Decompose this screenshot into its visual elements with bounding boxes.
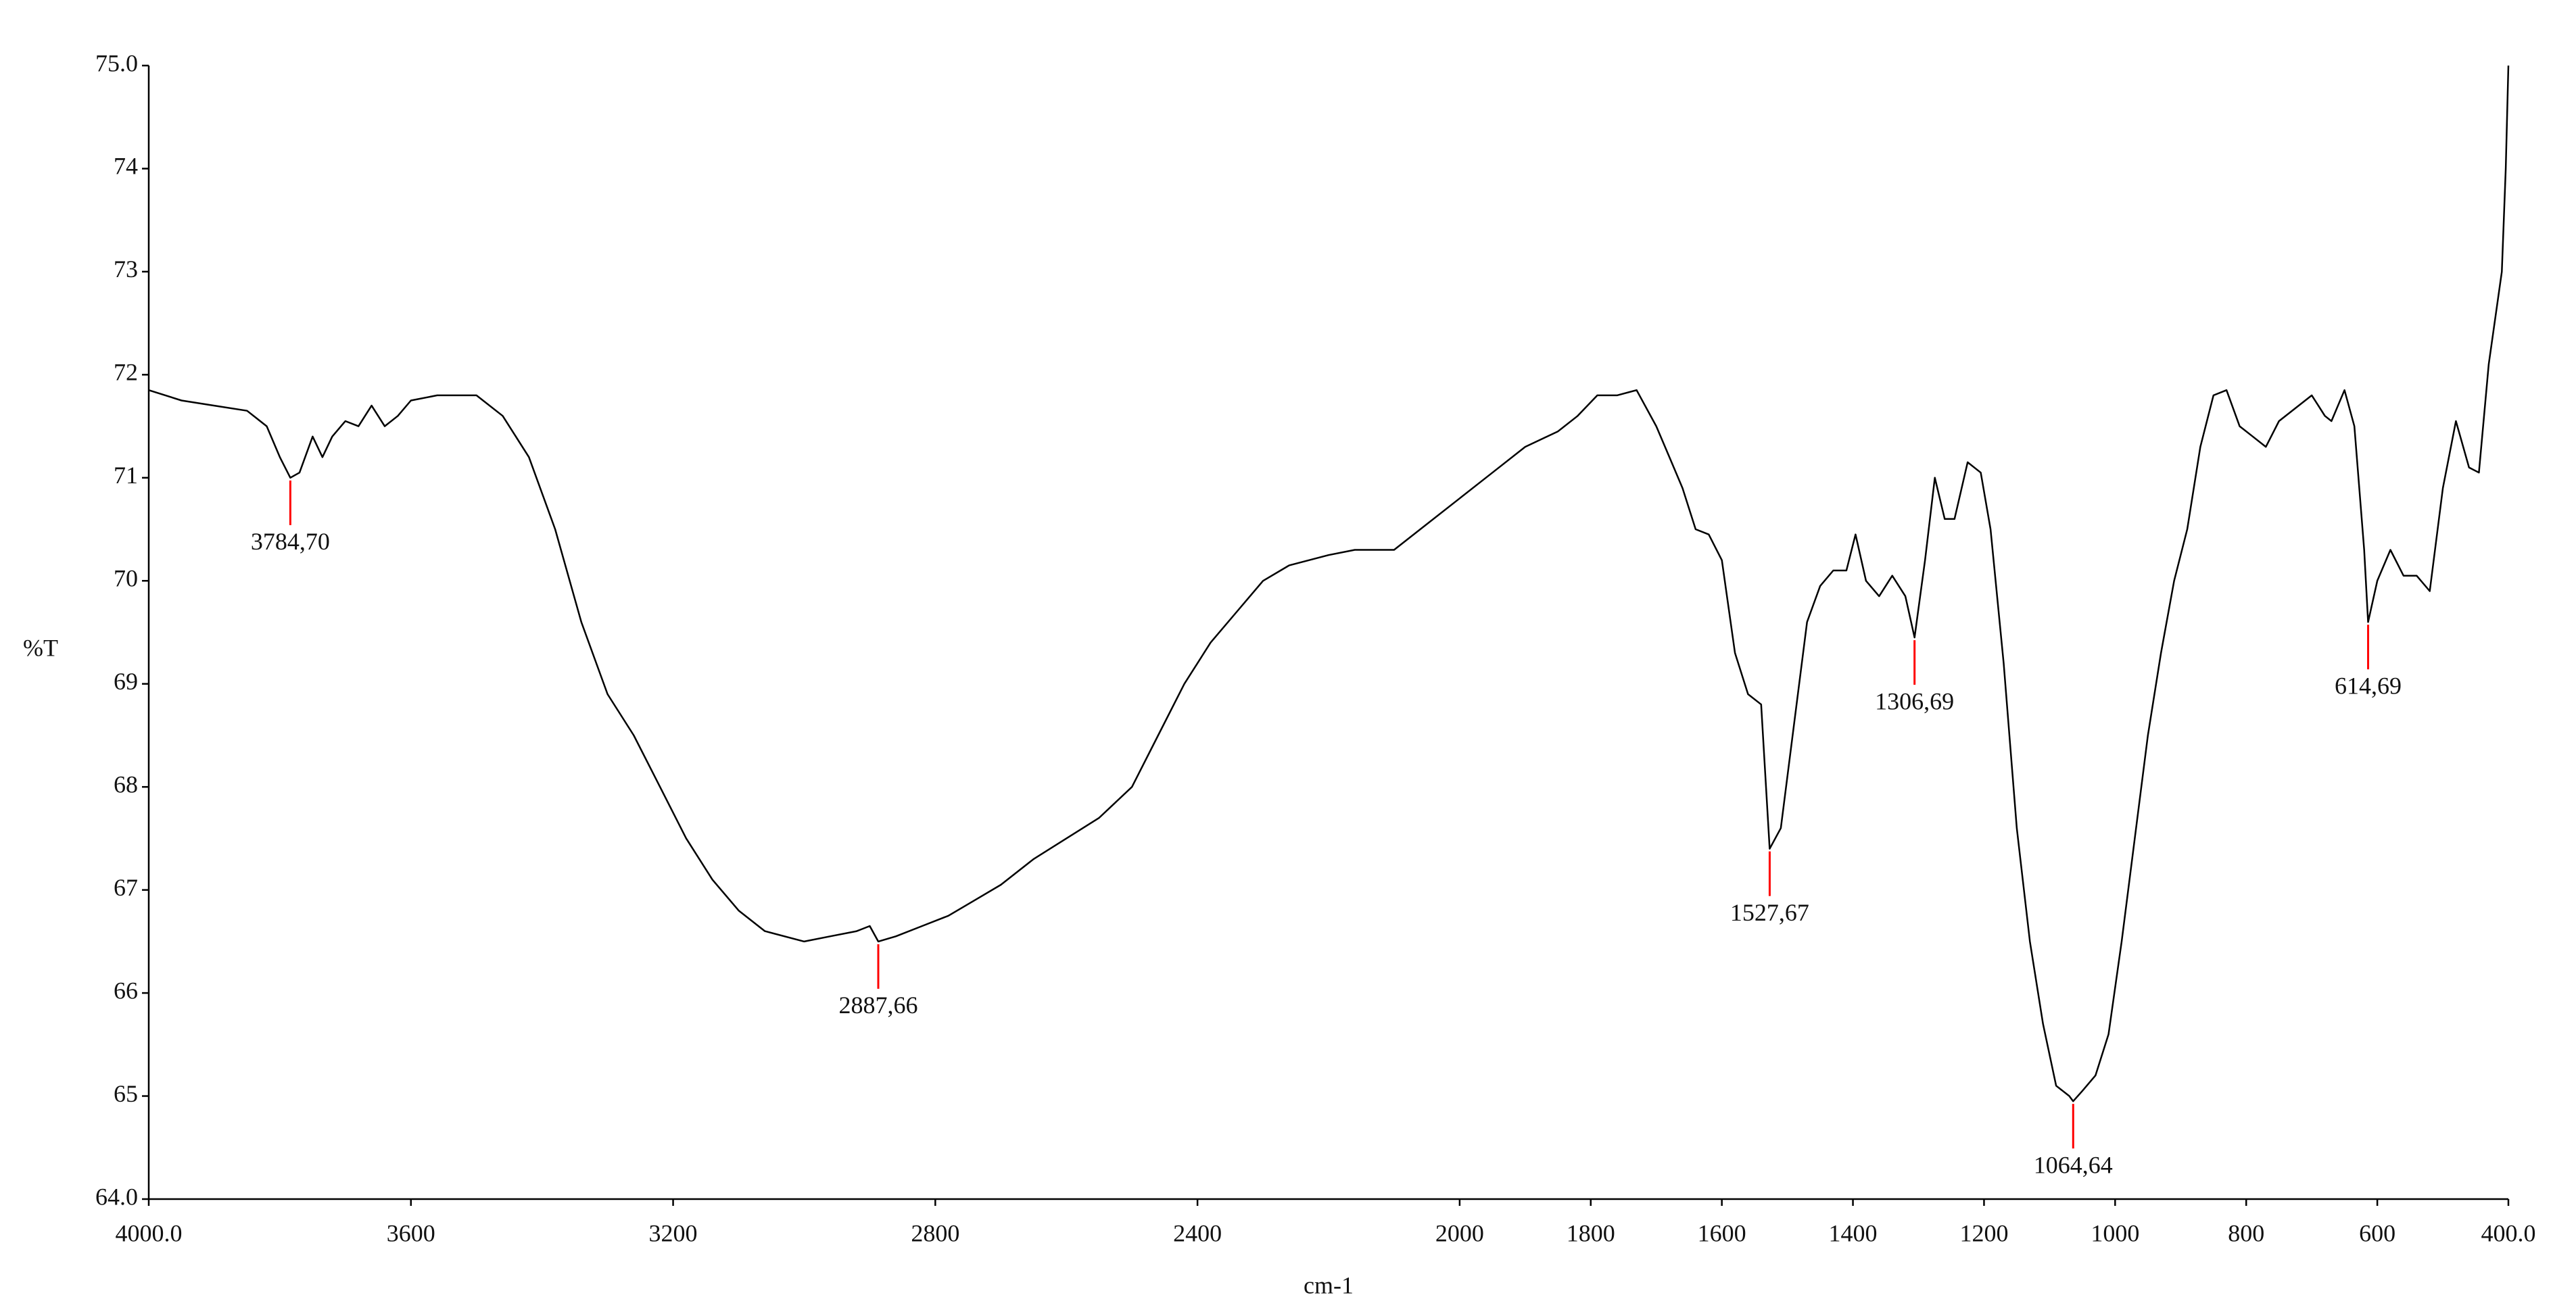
x-tick-label: 1000 — [2091, 1219, 2139, 1246]
x-tick-label: 1600 — [1698, 1219, 1746, 1246]
y-tick-label: 73 — [114, 256, 138, 283]
peak-label: 1527,67 — [1730, 899, 1809, 926]
y-axis-label: %T — [23, 634, 58, 661]
x-axis-label: cm-1 — [1304, 1271, 1354, 1298]
peak-label: 1064,64 — [2034, 1151, 2113, 1178]
y-tick-label: 66 — [114, 977, 138, 1004]
x-tick-label: 2000 — [1435, 1219, 1484, 1246]
x-tick-label: 1200 — [1959, 1219, 2008, 1246]
x-tick-label: 3600 — [387, 1219, 435, 1246]
peak-label: 1306,69 — [1875, 687, 1954, 714]
y-tick-label: 74 — [114, 153, 138, 180]
y-tick-label: 71 — [114, 462, 138, 489]
y-tick-label: 64.0 — [95, 1183, 138, 1210]
x-tick-label: 2400 — [1173, 1219, 1222, 1246]
peak-label: 3784,70 — [251, 528, 330, 555]
peak-label: 614,69 — [2335, 673, 2402, 700]
y-tick-label: 75.0 — [95, 49, 138, 76]
x-tick-label: 3200 — [649, 1219, 698, 1246]
y-tick-label: 68 — [114, 771, 138, 798]
x-tick-label: 400.0 — [2481, 1219, 2536, 1246]
x-tick-label: 4000.0 — [116, 1219, 183, 1246]
y-tick-label: 69 — [114, 668, 138, 695]
x-tick-label: 2800 — [911, 1219, 959, 1246]
peak-label: 2887,66 — [838, 992, 917, 1019]
spectrum-line — [148, 65, 2510, 1102]
x-tick-label: 1400 — [1829, 1219, 1878, 1246]
x-tick-label: 1800 — [1567, 1219, 1615, 1246]
x-tick-label: 600 — [2359, 1219, 2395, 1246]
y-tick-label: 70 — [114, 565, 138, 592]
y-tick-label: 67 — [114, 874, 138, 901]
y-tick-label: 65 — [114, 1080, 138, 1107]
y-tick-label: 72 — [114, 359, 138, 386]
x-tick-label: 800 — [2228, 1219, 2264, 1246]
